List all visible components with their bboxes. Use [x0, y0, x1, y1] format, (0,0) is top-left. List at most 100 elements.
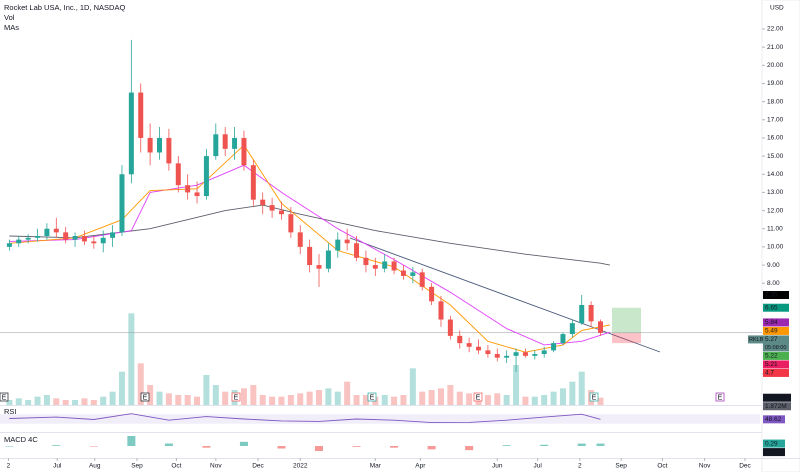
candle-body [53, 228, 59, 233]
candle-body [91, 241, 97, 244]
price-tag [763, 360, 789, 369]
y-tick-label: 22.00 [767, 26, 784, 33]
earnings-marker[interactable] [231, 392, 241, 402]
volume-bar [362, 395, 369, 405]
x-tick-label: Dec [739, 463, 751, 470]
x-tick-label: Dec [252, 463, 264, 470]
macd-bar [89, 446, 98, 447]
position-target [612, 307, 641, 333]
candle-body [513, 352, 519, 356]
volume-bar [6, 400, 13, 405]
volume-bar [287, 395, 294, 405]
macd-bar [5, 446, 14, 447]
volume-bar [222, 391, 229, 405]
volume-bar [34, 396, 41, 405]
volume-bar [522, 396, 529, 405]
candle-body [185, 185, 191, 193]
volume-bar [81, 398, 88, 405]
price-tag-label: 5.22 [765, 353, 778, 360]
earnings-marker[interactable] [589, 392, 599, 402]
volume-bar [325, 388, 332, 405]
volume-bar [128, 313, 135, 405]
price-tag-label: 6.65 [765, 304, 778, 311]
volume-bar [437, 388, 444, 405]
candle-body [466, 343, 472, 347]
volume-bar [550, 391, 557, 405]
volume-bar [466, 393, 473, 405]
macd-bar [352, 446, 361, 447]
volume-bar [184, 395, 191, 405]
volume-bar [62, 400, 69, 405]
position-stop [612, 332, 641, 344]
macd-bar [127, 436, 136, 446]
candle-body [382, 261, 388, 269]
macd-bar [540, 444, 549, 446]
volume-bar [503, 395, 510, 405]
volume-bar [569, 381, 576, 405]
candle-body [354, 243, 360, 258]
x-tick-label: Sep [131, 463, 143, 470]
price-tag [763, 335, 789, 352]
candle-body [316, 265, 322, 269]
rsi-label: RSI [4, 407, 17, 416]
x-tick-label: Nov [210, 463, 222, 470]
x-tick-label: Mar [370, 463, 382, 470]
earnings-label: E [2, 394, 7, 401]
symbol-label: RKLB [749, 337, 764, 343]
candle-body [16, 239, 22, 244]
price-tag [763, 291, 789, 300]
candle-body [100, 237, 106, 244]
earnings-marker[interactable] [140, 392, 150, 402]
volume-bar [353, 395, 360, 405]
volume-bar [513, 365, 520, 405]
macd-tag [763, 448, 785, 457]
candle-body [288, 214, 294, 233]
currency-label: USD [770, 5, 784, 12]
volume-bar [25, 400, 32, 405]
volume-bar [118, 371, 125, 405]
candle-body [522, 352, 528, 356]
price-tag [763, 326, 789, 335]
macd-tag-label: 0.29 [765, 440, 778, 447]
volume-bar [381, 395, 388, 405]
macd-bar [427, 446, 436, 450]
candle-body [391, 261, 397, 271]
x-tick-label: Jun [492, 463, 503, 470]
macd-tag-label: 0.00 [765, 449, 778, 456]
earnings-label: E [592, 394, 597, 401]
y-tick-label: 16.00 [767, 135, 784, 142]
y-tick-label: 8.00 [767, 280, 780, 287]
x-tick-label: Nov [699, 463, 711, 470]
rsi-tag [763, 415, 785, 424]
volume-bar [334, 391, 341, 405]
earnings-marker[interactable] [367, 392, 377, 402]
price-tag [763, 318, 789, 327]
earnings-marker[interactable] [715, 392, 725, 402]
volume-bar [90, 400, 97, 405]
candle-body [588, 305, 594, 322]
earnings-marker[interactable] [473, 392, 483, 402]
candle-body [44, 228, 50, 236]
countdown-label: 05:08:00 [765, 345, 786, 351]
candle-body [532, 354, 538, 356]
volume-bar [259, 395, 266, 405]
volume-tag-label: 4.364M [765, 394, 787, 401]
candle-body [551, 343, 557, 351]
volume-bar [541, 395, 548, 405]
x-tick-label: Oct [171, 463, 181, 470]
y-tick-label: 11.00 [767, 225, 783, 232]
candle-body [222, 134, 228, 149]
price-tag [763, 351, 789, 360]
candle-body [110, 232, 116, 238]
earnings-marker[interactable] [0, 392, 9, 402]
candle-body [344, 239, 350, 244]
price-tag [763, 368, 789, 377]
volume-tag-label: 1.872M [765, 403, 787, 410]
volume-bar [147, 385, 154, 405]
candle-body [307, 246, 313, 266]
volume-bar [109, 391, 116, 405]
x-tick-label: Apr [415, 463, 426, 470]
indicator-label: MAs [4, 23, 19, 32]
x-tick-label: Aug [89, 463, 101, 470]
